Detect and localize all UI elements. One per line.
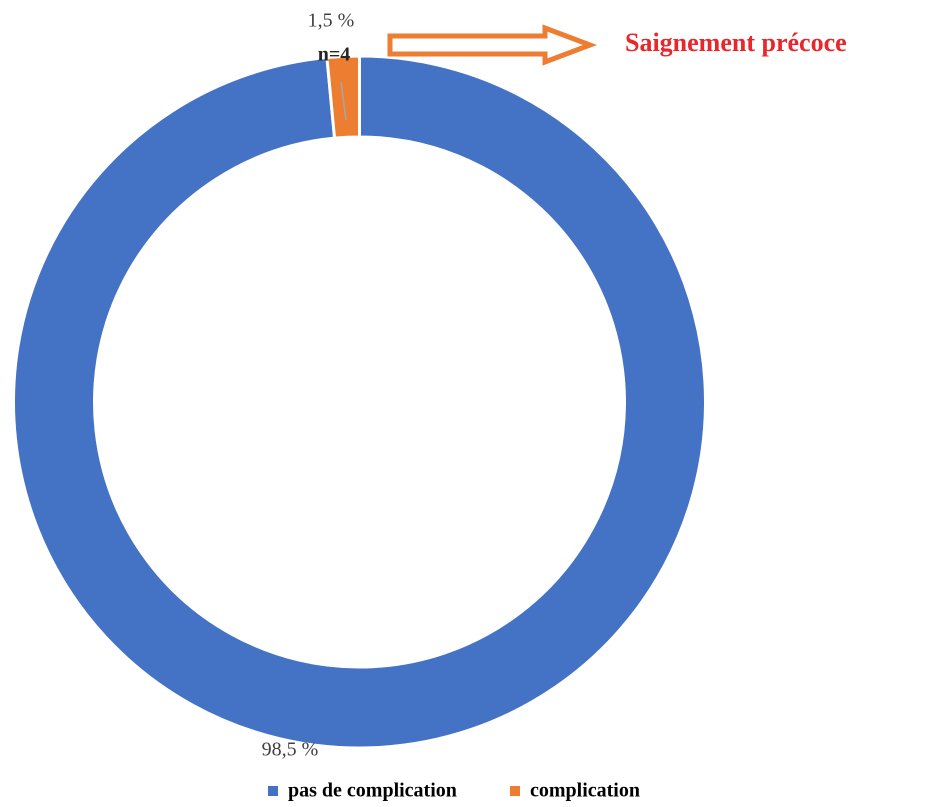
donut <box>12 54 707 750</box>
legend: pas de complication complication <box>268 780 640 802</box>
slice <box>12 54 707 750</box>
value-label: 98,5 % <box>262 739 319 761</box>
annotation: Saignement précoce <box>625 28 847 57</box>
legend-label: pas de complication <box>288 780 457 802</box>
arrow <box>387 24 598 66</box>
leader-line <box>340 81 347 121</box>
legend-swatch <box>510 786 520 796</box>
legend-swatch <box>268 786 278 796</box>
value-label: 1,5 % <box>308 10 355 32</box>
legend-label: complication <box>530 780 640 802</box>
annotation: n=4 <box>318 44 351 66</box>
